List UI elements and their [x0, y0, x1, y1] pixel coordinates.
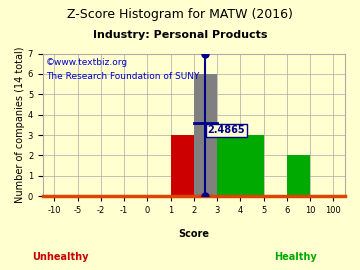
Text: Healthy: Healthy	[274, 252, 317, 262]
Text: ©www.textbiz.org: ©www.textbiz.org	[46, 58, 128, 67]
Bar	[171, 135, 194, 196]
Bar	[217, 135, 264, 196]
X-axis label: Score: Score	[179, 229, 210, 239]
Bar	[194, 74, 217, 196]
Y-axis label: Number of companies (14 total): Number of companies (14 total)	[15, 47, 25, 203]
Text: Z-Score Histogram for MATW (2016): Z-Score Histogram for MATW (2016)	[67, 8, 293, 21]
Text: The Research Foundation of SUNY: The Research Foundation of SUNY	[46, 72, 199, 81]
Bar	[287, 156, 310, 196]
Text: Industry: Personal Products: Industry: Personal Products	[93, 30, 267, 40]
Text: Unhealthy: Unhealthy	[32, 252, 89, 262]
Text: 2.4865: 2.4865	[208, 125, 245, 135]
